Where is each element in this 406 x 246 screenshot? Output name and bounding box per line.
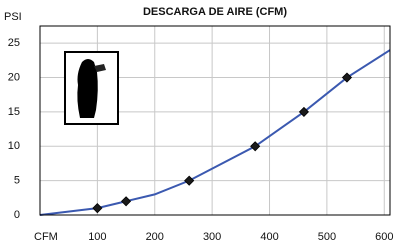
x-tick-label: 400 [260, 231, 278, 243]
inset-photo [65, 52, 118, 124]
marker [185, 176, 194, 185]
y-tick-label: 0 [14, 209, 20, 221]
x-tick-label: 600 [375, 231, 393, 243]
x-tick-label: 100 [88, 231, 106, 243]
chart-title: DESCARGA DE AIRE (CFM) [143, 6, 287, 18]
x-tick-label: 300 [203, 231, 221, 243]
y-tick-label: 15 [8, 106, 20, 118]
x-tick-label: 200 [146, 231, 164, 243]
x-tick-label: 500 [318, 231, 336, 243]
marker [93, 204, 102, 213]
marker [122, 197, 131, 206]
chart: DESCARGA DE AIRE (CFM) PSI CFM 0 5 10 15 20 2… [0, 0, 406, 246]
y-axis-label: PSI [4, 11, 22, 23]
y-tick-label: 20 [8, 71, 20, 83]
y-tick-label: 25 [8, 37, 20, 49]
y-tick-label: 5 [14, 175, 20, 187]
photo-silhouette [77, 59, 97, 118]
y-tick-label: 10 [8, 140, 20, 152]
x-axis-label: CFM [34, 231, 58, 243]
